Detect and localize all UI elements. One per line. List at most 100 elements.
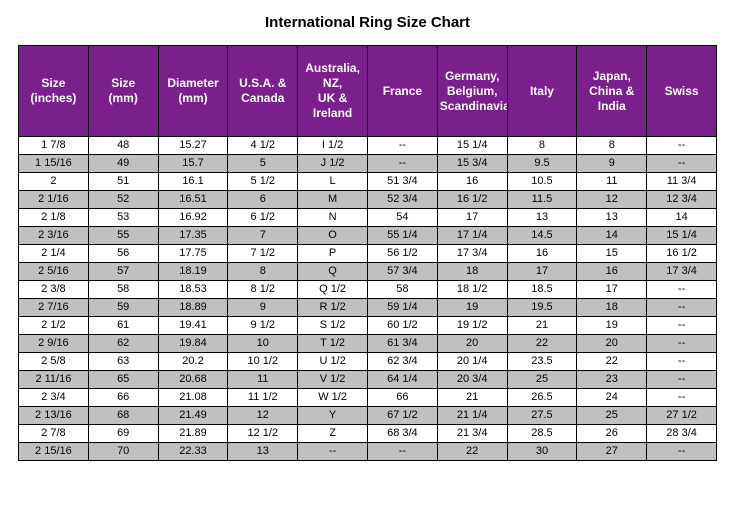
cell: 10.5 xyxy=(507,173,577,191)
cell: -- xyxy=(647,335,717,353)
cell: 19 xyxy=(577,317,647,335)
cell: 22 xyxy=(437,443,507,461)
cell: 18.5 xyxy=(507,281,577,299)
cell: 2 3/4 xyxy=(19,389,89,407)
cell: 15 3/4 xyxy=(437,155,507,173)
table-row: 2 5/86320.210 1/2U 1/262 3/420 1/423.522… xyxy=(19,353,717,371)
cell: 18 xyxy=(437,263,507,281)
chart-title: International Ring Size Chart xyxy=(18,14,717,31)
cell: 16 1/2 xyxy=(647,245,717,263)
cell: 18 xyxy=(577,299,647,317)
cell: -- xyxy=(367,137,437,155)
cell: 1 15/16 xyxy=(19,155,89,173)
cell: 63 xyxy=(88,353,158,371)
table-row: 2 1/165216.516M52 3/416 1/211.51212 3/4 xyxy=(19,191,717,209)
cell: 19 xyxy=(437,299,507,317)
cell: 7 xyxy=(228,227,298,245)
cell: 11 xyxy=(577,173,647,191)
cell: 11.5 xyxy=(507,191,577,209)
cell: 2 3/16 xyxy=(19,227,89,245)
cell: 48 xyxy=(88,137,158,155)
cell: 2 1/8 xyxy=(19,209,89,227)
cell: 18.19 xyxy=(158,263,228,281)
cell: 8 1/2 xyxy=(228,281,298,299)
cell: 20 xyxy=(437,335,507,353)
cell: 15 1/4 xyxy=(647,227,717,245)
cell: 18.89 xyxy=(158,299,228,317)
cell: 2 11/16 xyxy=(19,371,89,389)
cell: 25 xyxy=(577,407,647,425)
cell: 19 1/2 xyxy=(437,317,507,335)
cell: 58 xyxy=(88,281,158,299)
cell: 62 3/4 xyxy=(367,353,437,371)
cell: 25 xyxy=(507,371,577,389)
table-row: 2 5/165718.198Q57 3/418171617 3/4 xyxy=(19,263,717,281)
cell: 21 3/4 xyxy=(437,425,507,443)
cell: 2 xyxy=(19,173,89,191)
cell: 18 1/2 xyxy=(437,281,507,299)
cell: 2 7/16 xyxy=(19,299,89,317)
cell: 55 1/4 xyxy=(367,227,437,245)
cell: 11 xyxy=(228,371,298,389)
cell: 59 1/4 xyxy=(367,299,437,317)
cell: 27 1/2 xyxy=(647,407,717,425)
cell: 26 xyxy=(577,425,647,443)
col-header-3: U.S.A. &Canada xyxy=(228,46,298,137)
table-row: 1 15/164915.75J 1/2--15 3/49.59-- xyxy=(19,155,717,173)
col-header-9: Swiss xyxy=(647,46,717,137)
header-row: Size(inches)Size(mm)Diameter(mm)U.S.A. &… xyxy=(19,46,717,137)
cell: 22 xyxy=(577,353,647,371)
cell: 9 xyxy=(577,155,647,173)
cell: -- xyxy=(647,353,717,371)
cell: 16 1/2 xyxy=(437,191,507,209)
cell: 21 xyxy=(507,317,577,335)
cell: 56 1/2 xyxy=(367,245,437,263)
table-row: 2 9/166219.8410T 1/261 3/4202220-- xyxy=(19,335,717,353)
cell: 15 1/4 xyxy=(437,137,507,155)
table-row: 2 11/166520.6811V 1/264 1/420 3/42523-- xyxy=(19,371,717,389)
col-header-4: Australia,NZ,UK &Ireland xyxy=(298,46,368,137)
cell: 16 xyxy=(577,263,647,281)
table-row: 2 1/45617.757 1/2P56 1/217 3/4161516 1/2 xyxy=(19,245,717,263)
cell: 64 1/4 xyxy=(367,371,437,389)
table-row: 2 3/165517.357O55 1/417 1/414.51415 1/4 xyxy=(19,227,717,245)
cell: 14 xyxy=(647,209,717,227)
cell: 17 xyxy=(437,209,507,227)
cell: -- xyxy=(647,317,717,335)
cell: 15.7 xyxy=(158,155,228,173)
cell: 17.35 xyxy=(158,227,228,245)
cell: 27.5 xyxy=(507,407,577,425)
cell: 6 1/2 xyxy=(228,209,298,227)
cell: 11 1/2 xyxy=(228,389,298,407)
cell: Q xyxy=(298,263,368,281)
col-header-2: Diameter(mm) xyxy=(158,46,228,137)
cell: 7 1/2 xyxy=(228,245,298,263)
cell: 20 3/4 xyxy=(437,371,507,389)
cell: 14.5 xyxy=(507,227,577,245)
cell: 10 xyxy=(228,335,298,353)
cell: 17 3/4 xyxy=(647,263,717,281)
cell: 2 3/8 xyxy=(19,281,89,299)
cell: 9.5 xyxy=(507,155,577,173)
cell: 21 xyxy=(437,389,507,407)
cell: 51 xyxy=(88,173,158,191)
col-header-5: France xyxy=(367,46,437,137)
cell: 2 1/4 xyxy=(19,245,89,263)
cell: 17.75 xyxy=(158,245,228,263)
cell: 14 xyxy=(577,227,647,245)
cell: 62 xyxy=(88,335,158,353)
table-row: 2 7/86921.8912 1/2Z68 3/421 3/428.52628 … xyxy=(19,425,717,443)
cell: 20 xyxy=(577,335,647,353)
cell: 17 xyxy=(577,281,647,299)
cell: 4 1/2 xyxy=(228,137,298,155)
cell: 17 xyxy=(507,263,577,281)
cell: Z xyxy=(298,425,368,443)
cell: 17 3/4 xyxy=(437,245,507,263)
cell: 12 1/2 xyxy=(228,425,298,443)
cell: 53 xyxy=(88,209,158,227)
cell: 19.5 xyxy=(507,299,577,317)
cell: 69 xyxy=(88,425,158,443)
cell: 28 3/4 xyxy=(647,425,717,443)
cell: 18.53 xyxy=(158,281,228,299)
cell: L xyxy=(298,173,368,191)
